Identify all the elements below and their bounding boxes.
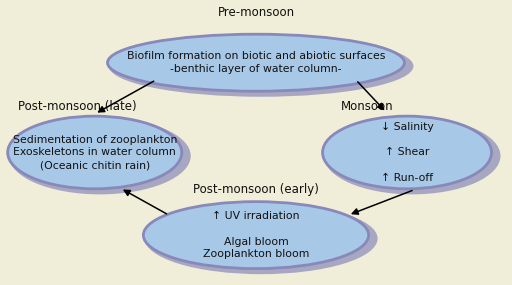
Ellipse shape [144,203,378,274]
Text: ↑ UV irradiation

Algal bloom
Zooplankton bloom: ↑ UV irradiation Algal bloom Zooplankton… [203,211,309,259]
Text: Biofilm formation on biotic and abiotic surfaces
-benthic layer of water column-: Biofilm formation on biotic and abiotic … [127,51,385,74]
Text: Monsoon: Monsoon [340,100,393,113]
Ellipse shape [9,117,191,194]
Ellipse shape [143,202,369,268]
Ellipse shape [324,117,501,194]
Text: Sedimentation of zooplankton
Exoskeletons in water column
(Oceanic chitin rain): Sedimentation of zooplankton Exoskeleton… [12,135,177,170]
Text: Post-monsoon (late): Post-monsoon (late) [18,100,137,113]
Ellipse shape [109,36,414,97]
Ellipse shape [8,116,182,189]
Ellipse shape [108,34,404,91]
Text: Post-monsoon (early): Post-monsoon (early) [193,183,319,196]
Text: Pre-monsoon: Pre-monsoon [218,6,294,19]
Ellipse shape [323,116,492,189]
Text: ↓ Salinity

↑ Shear

↑ Run-off: ↓ Salinity ↑ Shear ↑ Run-off [380,122,434,183]
